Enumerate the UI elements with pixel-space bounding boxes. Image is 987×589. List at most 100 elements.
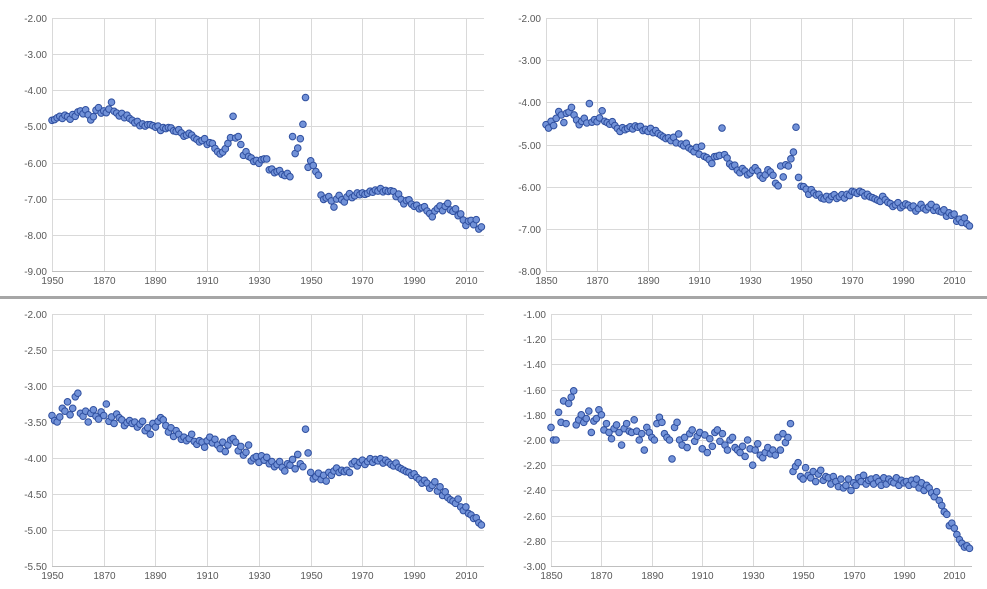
x-tick-label: 1990	[893, 571, 916, 582]
scatter-chart-top-right: -8.00 -7.00 -6.00 -5.00 -4.00 -3.00 -2.00 1850 1…	[518, 14, 974, 287]
data-point	[794, 458, 802, 467]
x-tick-label: 1930	[739, 276, 762, 287]
data-point	[615, 428, 623, 437]
data-point	[716, 437, 724, 446]
data-point	[787, 155, 795, 163]
data-point	[288, 132, 297, 141]
x-tick-label: 1950	[41, 571, 64, 582]
x-tick-label: 1990	[403, 571, 426, 582]
data-point	[806, 474, 815, 482]
y-tick-label: -8.00	[518, 267, 541, 278]
x-tick-label: 1930	[742, 571, 765, 582]
data-point	[640, 446, 649, 454]
data-point	[743, 436, 752, 444]
data-point	[587, 428, 596, 437]
x-tick-label: 1870	[586, 276, 609, 287]
y-tick-label: -6.00	[24, 159, 47, 170]
data-point	[718, 124, 726, 132]
x-tick-label: 1890	[144, 276, 167, 287]
data-point	[637, 429, 646, 438]
data-point	[309, 161, 318, 170]
data-point	[477, 223, 486, 231]
data-point	[674, 130, 683, 138]
scatter-chart-bottom-left: -5.50 -5.00 -4.50 -4.00 -3.50 -3.00 -2.50 -2.00…	[24, 310, 486, 582]
data-point	[110, 419, 118, 428]
data-point	[683, 443, 691, 452]
data-point	[564, 399, 573, 408]
data-point	[776, 446, 785, 454]
data-point	[598, 106, 606, 115]
data-point	[55, 413, 64, 421]
data-point	[456, 210, 465, 218]
x-tick-label: 1870	[93, 276, 116, 287]
data-point	[852, 481, 860, 490]
x-tick-label: 2010	[943, 276, 966, 287]
data-point	[582, 414, 591, 423]
data-point	[234, 132, 243, 141]
y-tick-label: -1.20	[523, 335, 546, 346]
y-tick-label: -5.00	[518, 141, 541, 152]
y-tick-label: -8.00	[24, 231, 47, 242]
y-tick-label: -2.00	[523, 436, 546, 447]
data-point	[567, 103, 576, 112]
data-point	[299, 120, 307, 129]
data-point	[811, 477, 820, 486]
data-point	[231, 438, 240, 446]
data-point	[784, 433, 792, 442]
data-point	[635, 436, 644, 444]
x-tick-label: 1930	[248, 276, 271, 287]
data-point	[345, 468, 354, 477]
data-point	[950, 210, 958, 218]
data-point	[107, 98, 116, 107]
data-point	[937, 501, 946, 510]
data-point	[779, 429, 787, 438]
data-point	[630, 416, 638, 424]
y-tick-label: -2.00	[24, 310, 47, 321]
data-point	[753, 439, 762, 448]
data-point	[187, 430, 196, 439]
data-point	[680, 433, 689, 442]
data-point	[244, 441, 253, 449]
x-tick-label: 1850	[535, 276, 558, 287]
x-tick-label: 1950	[300, 571, 323, 582]
data-point	[281, 467, 289, 475]
data-point	[736, 448, 744, 457]
data-point	[597, 411, 606, 419]
data-point	[293, 144, 302, 152]
x-tick-label: 1950	[790, 276, 813, 287]
x-tick-label: 1950	[41, 276, 64, 287]
y-tick-label: -3.00	[24, 382, 47, 393]
data-point	[585, 407, 593, 415]
data-point	[89, 112, 98, 121]
x-tick-label: 1890	[144, 571, 167, 582]
data-point	[801, 463, 810, 472]
data-point	[436, 483, 444, 491]
data-point	[723, 446, 732, 454]
x-tick-label: 1870	[590, 571, 613, 582]
data-point	[567, 393, 575, 401]
data-point	[143, 423, 152, 432]
y-tick-label: -4.50	[24, 490, 47, 501]
data-point	[552, 436, 560, 444]
data-point	[237, 442, 245, 451]
data-point	[288, 455, 297, 464]
data-point	[322, 477, 331, 485]
x-tick-label: 1890	[641, 571, 664, 582]
y-tick-label: -3.00	[518, 56, 541, 67]
y-tick-label: -5.00	[24, 122, 47, 133]
data-point	[708, 442, 717, 451]
data-point	[784, 162, 793, 170]
chart-panel-top-right: -8.00 -7.00 -6.00 -5.00 -4.00 -3.00 -2.00 1850 1…	[495, 0, 987, 296]
data-point	[102, 400, 111, 408]
data-point	[738, 442, 747, 451]
x-tick-label: 2010	[943, 571, 966, 582]
y-tick-label: -2.50	[24, 346, 47, 357]
data-point	[451, 205, 460, 213]
data-point	[462, 503, 470, 511]
data-point	[816, 466, 825, 475]
data-point	[296, 134, 305, 143]
data-point	[68, 404, 77, 413]
y-tick-label: -3.00	[24, 50, 47, 61]
data-point	[658, 418, 666, 427]
x-tick-label: 1910	[688, 276, 711, 287]
